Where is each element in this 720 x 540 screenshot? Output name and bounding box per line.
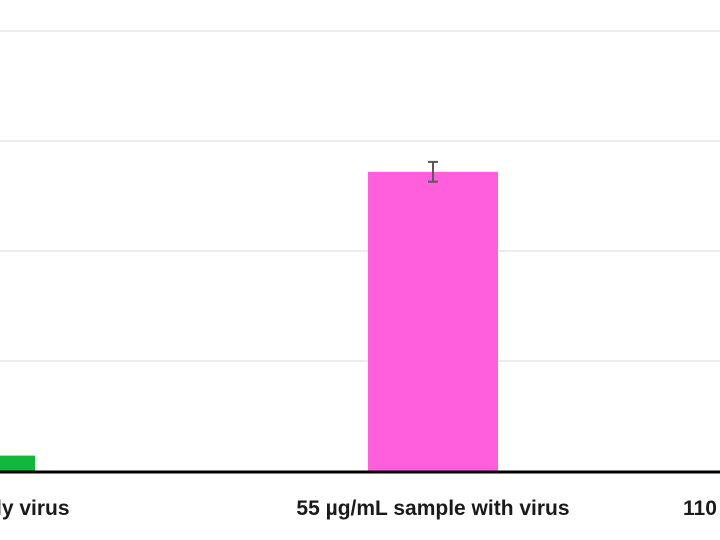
category-labels: ly virus 55 µg/mL sample with virus 110 (0, 497, 717, 520)
category-label-2: 110 (683, 497, 717, 520)
error-bar-1 (428, 160, 438, 183)
bars (0, 171, 498, 472)
bar-0 (0, 455, 35, 471)
bar-1 (368, 171, 498, 472)
category-label-1: 55 µg/mL sample with virus (296, 497, 569, 520)
error-bars (428, 160, 438, 183)
category-label-0: ly virus (0, 497, 70, 520)
gridlines (0, 30, 720, 362)
